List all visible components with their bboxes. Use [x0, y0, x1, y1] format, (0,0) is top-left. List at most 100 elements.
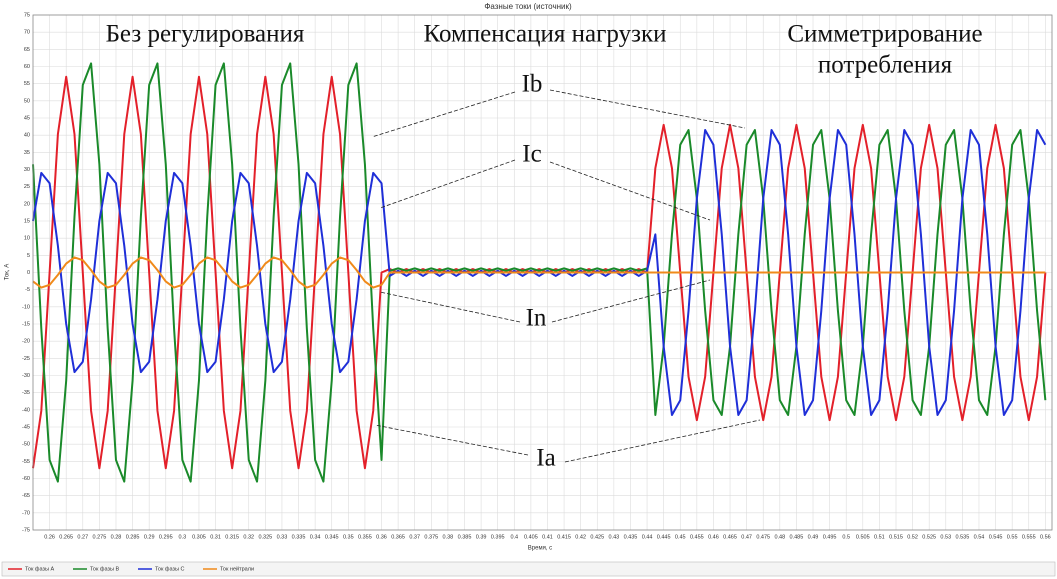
x-tick-label: 0.29	[144, 534, 155, 540]
x-tick-label: 0.37	[409, 534, 420, 540]
y-tick-label: 5	[27, 253, 30, 259]
y-tick-label: -70	[22, 510, 30, 516]
y-tick-label: 30	[24, 167, 30, 173]
y-tick-label: -45	[22, 424, 30, 430]
x-tick-label: 0.345	[325, 534, 339, 540]
series-line	[32, 256, 1046, 289]
x-tick-label: 0.325	[258, 534, 272, 540]
x-axis-label: Время, с	[528, 546, 552, 552]
x-tick-label: 0.555	[1022, 534, 1036, 540]
x-tick-label: 0.385	[458, 534, 472, 540]
leader-line	[549, 161, 711, 221]
annotation: Компенсация нагрузки	[424, 21, 667, 48]
x-tick-label: 0.26	[44, 534, 55, 540]
x-tick-label: 0.38	[443, 534, 454, 540]
x-tick-label: 0.485	[790, 534, 804, 540]
annotation: Ib	[522, 71, 543, 98]
series-line	[32, 62, 1047, 483]
y-tick-label: 10	[24, 236, 30, 242]
x-tick-label: 0.46	[708, 534, 719, 540]
x-tick-label: 0.285	[126, 534, 140, 540]
x-tick-label: 0.54	[974, 534, 985, 540]
x-tick-label: 0.47	[741, 534, 752, 540]
x-tick-label: 0.455	[690, 534, 704, 540]
x-tick-label: 0.405	[524, 534, 538, 540]
x-tick-label: 0.42	[575, 534, 586, 540]
y-tick-label: 15	[24, 218, 30, 224]
y-tick-label: -35	[22, 390, 30, 396]
x-tick-label: 0.475	[756, 534, 770, 540]
x-tick-label: 0.4	[510, 534, 518, 540]
y-tick-label: -30	[22, 373, 30, 379]
x-tick-label: 0.505	[856, 534, 870, 540]
x-tick-label: 0.515	[889, 534, 903, 540]
legend-label: Ток фазы A	[25, 566, 54, 572]
x-tick-label: 0.28	[111, 534, 122, 540]
x-tick-label: 0.49	[808, 534, 819, 540]
legend-label: Ток фазы C	[155, 566, 184, 572]
x-tick-label: 0.48	[774, 534, 785, 540]
leader-line	[549, 89, 746, 129]
y-tick-label: -5	[25, 287, 30, 293]
y-tick-label: 40	[24, 133, 30, 139]
y-tick-label: -75	[22, 527, 30, 533]
y-tick-label: 50	[24, 98, 30, 104]
x-tick-label: 0.31	[210, 534, 221, 540]
x-tick-label: 0.365	[391, 534, 405, 540]
x-tick-label: 0.55	[1007, 534, 1018, 540]
x-tick-label: 0.35	[343, 534, 354, 540]
x-tick-label: 0.56	[1040, 534, 1051, 540]
legend-label: Ток нейтрали	[220, 565, 254, 572]
y-tick-label: 35	[24, 150, 30, 156]
x-tick-label: 0.5	[842, 534, 850, 540]
y-tick-label: 75	[24, 12, 30, 18]
leader-line	[551, 279, 711, 323]
x-tick-label: 0.435	[624, 534, 638, 540]
x-tick-label: 0.33	[277, 534, 288, 540]
x-tick-label: 0.3	[179, 534, 187, 540]
x-tick-label: 0.465	[723, 534, 737, 540]
x-tick-label: 0.445	[657, 534, 671, 540]
annotation: потребления	[818, 52, 953, 79]
annotation: Без регулирования	[106, 21, 305, 48]
x-tick-label: 0.275	[93, 534, 107, 540]
x-tick-label: 0.545	[989, 534, 1003, 540]
series-line	[32, 75, 1047, 470]
legend: Ток фазы A Ток фазы B Ток фазы C Ток нейтра…	[8, 565, 254, 572]
leader-lines	[371, 89, 761, 463]
x-tick-label: 0.315	[225, 534, 239, 540]
y-tick-label: 20	[24, 201, 30, 207]
leader-line	[374, 424, 529, 456]
annotation: In	[526, 305, 547, 332]
leader-line	[371, 91, 516, 138]
y-tick-label: 70	[24, 30, 30, 36]
series-group	[32, 62, 1047, 483]
annotation: Ia	[536, 445, 555, 472]
y-axis-label: Ток, А	[5, 264, 11, 281]
x-tick-label: 0.32	[243, 534, 254, 540]
x-tick-label: 0.355	[358, 534, 372, 540]
x-tick-label: 0.495	[823, 534, 837, 540]
x-tick-label: 0.535	[955, 534, 969, 540]
x-tick-label: 0.27	[77, 534, 88, 540]
y-tick-label: 65	[24, 47, 30, 53]
x-tick-label: 0.305	[192, 534, 206, 540]
y-tick-label: -65	[22, 493, 30, 499]
y-tick-label: 0	[27, 270, 30, 276]
series-line	[32, 129, 1047, 416]
y-tick-label: 25	[24, 184, 30, 190]
x-tick-label: 0.525	[922, 534, 936, 540]
y-tick-label: -20	[22, 339, 30, 345]
x-tick-label: 0.53	[940, 534, 951, 540]
x-tick-label: 0.41	[542, 534, 553, 540]
y-tick-label: 60	[24, 64, 30, 70]
y-tick-label: -60	[22, 476, 30, 482]
x-tick-label: 0.44	[642, 534, 653, 540]
y-tick-label: -55	[22, 459, 30, 465]
legend-label: Ток фазы B	[90, 566, 119, 572]
annotation: Симметрирование	[787, 21, 982, 48]
leader-line	[564, 419, 761, 463]
y-tick-label: -40	[22, 407, 30, 413]
y-tick-label: -25	[22, 356, 30, 362]
